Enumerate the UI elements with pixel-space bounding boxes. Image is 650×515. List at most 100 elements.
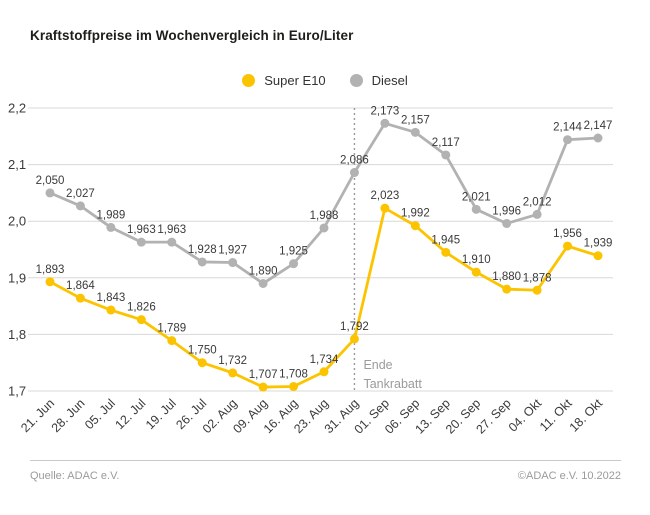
data-point-super-e10 (502, 284, 512, 294)
data-point-super-e10 (319, 367, 329, 377)
value-label-diesel: 1,963 (157, 224, 186, 236)
x-axis-tick-label: 19. Jul (143, 396, 179, 432)
data-point-super-e10 (45, 277, 55, 287)
series-line-diesel (48, 121, 600, 285)
source-note: Quelle: ADAC e.V. (30, 470, 120, 482)
data-point-diesel (410, 127, 420, 137)
value-label-diesel: 2,050 (36, 175, 65, 187)
value-label-diesel: 1,989 (96, 209, 125, 221)
value-label-diesel: 2,173 (370, 105, 399, 117)
x-axis-tick-label: 21. Jun (18, 396, 57, 435)
value-label-super-e10: 1,893 (36, 264, 65, 276)
legend-label-diesel: Diesel (371, 73, 408, 88)
data-point-diesel (563, 135, 573, 145)
data-point-super-e10 (258, 382, 268, 392)
x-axis-tick-label: 05. Jul (82, 396, 118, 432)
chart-footer: Quelle: ADAC e.V. ©ADAC e.V. 10.2022 (30, 460, 621, 482)
data-point-diesel (106, 222, 116, 232)
value-label-super-e10: 1,992 (401, 208, 430, 220)
data-point-super-e10 (349, 334, 359, 344)
value-label-super-e10: 1,826 (127, 302, 156, 314)
data-point-diesel (75, 201, 85, 211)
value-label-diesel: 2,027 (66, 188, 95, 200)
data-point-diesel (289, 259, 299, 269)
x-axis-tick-label: 18. Okt (567, 396, 606, 435)
data-point-super-e10 (167, 336, 177, 346)
y-axis-tick-label: 1,7 (8, 384, 26, 399)
value-label-super-e10: 1,734 (310, 354, 339, 366)
data-point-super-e10 (197, 358, 207, 368)
value-label-diesel: 1,925 (279, 246, 308, 258)
value-label-super-e10: 1,864 (66, 280, 95, 292)
x-axis-tick-label: 04. Okt (506, 396, 545, 435)
y-axis-tick-label: 1,9 (8, 270, 26, 285)
value-label-diesel: 1,890 (249, 265, 278, 277)
value-label-super-e10: 1,750 (188, 345, 217, 357)
data-point-diesel (349, 168, 359, 178)
value-label-diesel: 1,988 (310, 210, 339, 222)
data-point-super-e10 (106, 305, 116, 315)
value-label-diesel: 1,927 (218, 245, 247, 257)
data-point-diesel (167, 237, 177, 247)
value-label-super-e10: 1,707 (249, 369, 278, 381)
value-label-diesel: 2,147 (584, 120, 613, 132)
value-label-super-e10: 1,708 (279, 368, 308, 380)
chart-title: Kraftstoffpreise im Wochenvergleich in E… (30, 28, 354, 43)
data-point-diesel (532, 209, 542, 219)
value-label-super-e10: 1,878 (523, 272, 552, 284)
value-label-diesel: 2,012 (523, 196, 552, 208)
chart-legend: Super E10 Diesel (0, 73, 650, 88)
data-point-super-e10 (289, 381, 299, 391)
value-label-diesel: 2,117 (432, 137, 460, 149)
data-point-super-e10 (471, 267, 481, 277)
data-point-super-e10 (532, 285, 542, 295)
super-e10-dot-icon (242, 74, 256, 87)
value-label-super-e10: 2,023 (370, 190, 399, 202)
x-axis-tick-label: 12. Jul (113, 396, 149, 432)
data-point-diesel (471, 204, 481, 214)
value-label-super-e10: 1,956 (553, 228, 582, 240)
y-axis-tick-label: 1,8 (8, 327, 26, 342)
data-point-diesel (593, 133, 603, 143)
x-axis-tick-label: 28. Jun (49, 396, 88, 435)
legend-label-super-e10: Super E10 (264, 73, 326, 88)
data-point-super-e10 (441, 247, 451, 257)
data-point-diesel (258, 278, 268, 288)
data-point-diesel (441, 150, 451, 160)
data-point-diesel (136, 237, 146, 247)
value-label-super-e10: 1,880 (492, 271, 521, 283)
data-point-diesel (197, 257, 207, 267)
data-point-diesel (502, 218, 512, 228)
value-label-diesel: 1,996 (492, 205, 521, 217)
legend-item-diesel: Diesel (349, 73, 408, 88)
y-axis-tick-label: 2,0 (8, 214, 26, 229)
data-point-super-e10 (228, 368, 238, 378)
data-point-super-e10 (563, 241, 573, 251)
y-axis-tick-label: 2,1 (8, 157, 26, 172)
value-label-diesel: 2,144 (553, 122, 582, 134)
value-label-super-e10: 1,910 (462, 254, 491, 266)
x-axis-tick-label: 27. Sep (473, 396, 513, 436)
data-point-diesel (319, 223, 329, 233)
value-label-super-e10: 1,939 (584, 238, 613, 250)
value-label-diesel: 2,086 (340, 155, 369, 167)
data-point-diesel (228, 258, 238, 268)
diesel-dot-icon (349, 74, 363, 87)
tankrabatt-annotation: Ende (363, 358, 392, 372)
y-axis-tick-label: 2,2 (8, 101, 26, 116)
value-label-super-e10: 1,945 (431, 234, 460, 246)
value-label-super-e10: 1,792 (340, 321, 369, 333)
data-point-super-e10 (136, 315, 146, 325)
value-label-super-e10: 1,789 (157, 323, 186, 335)
copyright-note: ©ADAC e.V. 10.2022 (517, 470, 621, 482)
data-point-super-e10 (593, 251, 603, 261)
value-label-diesel: 1,963 (127, 224, 156, 236)
value-label-super-e10: 1,843 (96, 292, 125, 304)
data-point-super-e10 (410, 221, 420, 231)
legend-item-super-e10: Super E10 (242, 73, 326, 88)
data-point-super-e10 (380, 203, 390, 213)
value-label-super-e10: 1,732 (218, 355, 247, 367)
tankrabatt-annotation: Tankrabatt (363, 377, 422, 391)
